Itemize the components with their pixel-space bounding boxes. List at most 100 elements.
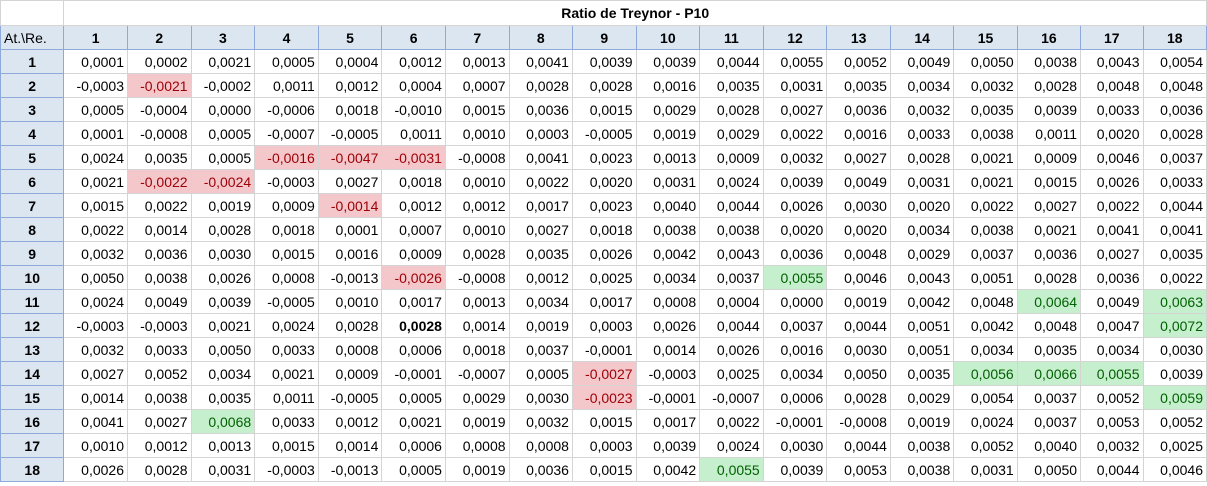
row-header-6[interactable]: 6 [0,169,65,194]
table-cell[interactable]: 0,0027 [1016,193,1082,218]
table-cell[interactable]: 0,0030 [508,385,573,410]
table-cell[interactable]: 0,0028 [826,385,891,410]
table-cell[interactable]: 0,0036 [1142,97,1207,122]
table-cell[interactable]: -0,0016 [254,145,319,170]
table-cell[interactable]: 0,0014 [317,433,383,458]
table-cell[interactable]: 0,0048 [1142,73,1207,98]
table-cell[interactable]: 0,0035 [508,241,573,266]
table-cell[interactable]: 0,0048 [1080,73,1144,98]
table-cell[interactable]: 0,0032 [953,73,1018,98]
column-header-16[interactable]: 16 [1016,25,1082,50]
table-cell[interactable]: 0,0055 [699,457,764,482]
table-cell[interactable]: 0,0005 [63,97,128,122]
table-cell[interactable]: 0,0006 [762,385,828,410]
table-cell[interactable]: 0,0054 [953,385,1018,410]
table-cell[interactable]: 0,0039 [1016,97,1082,122]
table-cell[interactable]: 0,0046 [1080,145,1144,170]
table-cell[interactable]: 0,0038 [699,217,764,242]
table-cell[interactable]: 0,0002 [126,49,192,74]
table-cell[interactable]: 0,0048 [826,241,891,266]
table-cell[interactable]: 0,0036 [762,241,828,266]
table-cell[interactable]: -0,0022 [126,169,192,194]
table-cell[interactable]: 0,0036 [126,241,192,266]
table-cell[interactable]: 0,0041 [1142,217,1207,242]
table-cell[interactable]: 0,0026 [190,265,256,290]
table-cell[interactable]: 0,0028 [381,313,446,338]
table-cell[interactable]: 0,0027 [63,361,128,386]
table-cell[interactable]: 0,0032 [508,409,573,434]
table-cell[interactable]: 0,0010 [444,217,510,242]
table-cell[interactable]: -0,0001 [381,361,446,386]
table-cell[interactable]: -0,0003 [63,73,128,98]
table-cell[interactable]: 0,0052 [126,361,192,386]
table-cell[interactable]: 0,0017 [571,289,637,314]
table-cell[interactable]: 0,0008 [254,265,319,290]
sheet-title[interactable]: Ratio de Treynor - P10 [63,0,1207,26]
table-cell[interactable]: 0,0021 [1016,217,1082,242]
table-cell[interactable]: 0,0038 [889,433,955,458]
table-cell[interactable]: 0,0008 [444,433,510,458]
table-cell[interactable]: 0,0044 [699,193,764,218]
table-cell[interactable]: -0,0005 [317,385,383,410]
table-cell[interactable]: -0,0005 [571,121,637,146]
table-cell[interactable]: 0,0037 [1016,409,1082,434]
table-cell[interactable]: 0,0016 [317,241,383,266]
table-cell[interactable]: 0,0012 [317,409,383,434]
table-cell[interactable]: 0,0016 [762,337,828,362]
table-cell[interactable]: 0,0042 [953,313,1018,338]
table-cell[interactable]: 0,0022 [1142,265,1207,290]
table-cell[interactable]: 0,0010 [444,169,510,194]
table-cell[interactable]: 0,0037 [508,337,573,362]
table-cell[interactable]: 0,0039 [635,49,701,74]
table-cell[interactable]: 0,0014 [635,337,701,362]
table-cell[interactable]: 0,0024 [953,409,1018,434]
table-cell[interactable]: 0,0031 [190,457,256,482]
table-cell[interactable]: 0,0034 [1080,337,1144,362]
table-cell[interactable]: 0,0026 [63,457,128,482]
table-cell[interactable]: 0,0026 [571,241,637,266]
table-cell[interactable]: 0,0038 [953,217,1018,242]
table-cell[interactable]: 0,0031 [889,169,955,194]
table-cell[interactable]: 0,0039 [762,169,828,194]
row-header-9[interactable]: 9 [0,241,65,266]
table-cell[interactable]: -0,0005 [254,289,319,314]
table-cell[interactable]: -0,0003 [126,313,192,338]
column-header-7[interactable]: 7 [444,25,510,50]
table-cell[interactable]: 0,0004 [699,289,764,314]
table-cell[interactable]: 0,0009 [699,145,764,170]
table-cell[interactable]: 0,0044 [826,433,891,458]
table-cell[interactable]: -0,0021 [126,73,192,98]
table-cell[interactable]: 0,0013 [635,145,701,170]
column-header-8[interactable]: 8 [508,25,573,50]
table-cell[interactable]: 0,0007 [381,217,446,242]
table-cell[interactable]: 0,0021 [254,361,319,386]
table-cell[interactable]: 0,0049 [1080,289,1144,314]
table-cell[interactable]: 0,0015 [63,193,128,218]
table-cell[interactable]: 0,0050 [63,265,128,290]
table-cell[interactable]: 0,0035 [1142,241,1207,266]
table-cell[interactable]: 0,0027 [1080,241,1144,266]
table-cell[interactable]: 0,0005 [190,121,256,146]
table-cell[interactable]: 0,0007 [444,73,510,98]
table-cell[interactable]: 0,0051 [889,337,955,362]
table-cell[interactable]: 0,0034 [953,337,1018,362]
table-cell[interactable]: 0,0031 [635,169,701,194]
table-cell[interactable]: 0,0001 [317,217,383,242]
table-cell[interactable]: 0,0029 [889,241,955,266]
table-cell[interactable]: 0,0022 [953,193,1018,218]
table-cell[interactable]: 0,0008 [635,289,701,314]
table-cell[interactable]: -0,0008 [826,409,891,434]
table-cell[interactable]: 0,0013 [444,289,510,314]
table-cell[interactable]: 0,0033 [254,409,319,434]
table-cell[interactable]: 0,0022 [63,217,128,242]
table-cell[interactable]: 0,0010 [63,433,128,458]
row-header-11[interactable]: 11 [0,289,65,314]
table-cell[interactable]: 0,0036 [508,457,573,482]
corner-header-cell[interactable]: At.\Re. [0,25,65,50]
table-cell[interactable]: -0,0001 [571,337,637,362]
table-cell[interactable]: 0,0056 [953,361,1018,386]
table-cell[interactable]: 0,0034 [762,361,828,386]
table-cell[interactable]: 0,0018 [444,337,510,362]
table-cell[interactable]: 0,0040 [635,193,701,218]
table-cell[interactable]: 0,0022 [126,193,192,218]
